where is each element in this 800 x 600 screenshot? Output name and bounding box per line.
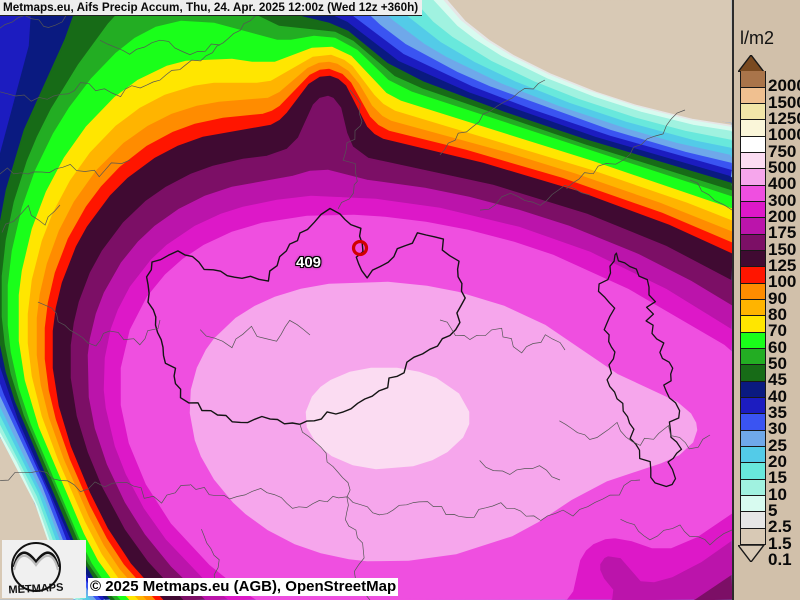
svg-text:METMAPS: METMAPS: [8, 582, 64, 597]
